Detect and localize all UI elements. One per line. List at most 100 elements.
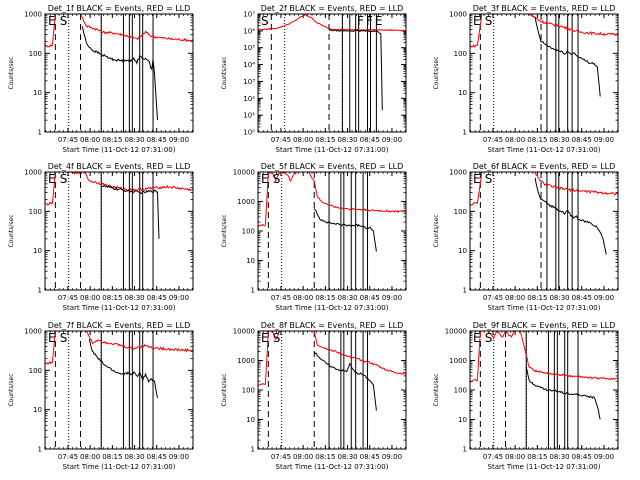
flag-letter: S — [273, 331, 281, 345]
detector-panel-5: Det_5f BLACK = Events, RED = LLD Counts/s… — [221, 162, 407, 312]
y-tick-label: 10⁴ — [243, 61, 255, 69]
detector-panel-1: Det_1f BLACK = Events, RED = LLD Counts/s… — [8, 4, 194, 154]
lld-series-line — [258, 14, 406, 32]
x-tick-label: 08:15 — [527, 294, 547, 302]
x-tick-label: 08:45 — [360, 453, 380, 461]
y-tick-label: 1 — [38, 129, 42, 137]
lld-series-line — [45, 172, 193, 206]
x-tick-label: 09:00 — [382, 294, 402, 302]
y-axis-label: Counts/sec — [433, 56, 440, 89]
x-tick-label: 07:45 — [58, 136, 78, 144]
y-axis-label: Counts/sec — [8, 373, 15, 406]
y-tick-label: 10000 — [445, 328, 467, 336]
panel-title: Det_5f BLACK = Events, RED = LLD — [261, 162, 404, 171]
flag-letter: S — [261, 14, 269, 28]
x-tick-label: 08:00 — [80, 136, 100, 144]
x-tick-label: 08:30 — [549, 136, 569, 144]
flag-letter: E — [473, 14, 481, 28]
events-series-line — [313, 352, 377, 411]
y-tick-label: 1 — [38, 446, 42, 454]
y-axis-label: Counts/sec — [433, 214, 440, 247]
x-tick-label: 08:00 — [293, 453, 313, 461]
events-series-line — [328, 29, 383, 111]
x-axis-label: Start Time (11-Oct-12 07:31:00) — [488, 304, 601, 312]
x-axis-label: Start Time (11-Oct-12 07:31:00) — [63, 463, 176, 471]
x-tick-label: 07:45 — [483, 453, 503, 461]
flag-letter: S — [60, 14, 68, 28]
y-tick-label: 100 — [29, 208, 42, 216]
y-tick-label: 10⁵ — [243, 44, 255, 52]
y-tick-label: 100 — [242, 387, 255, 395]
x-tick-label: 08:30 — [549, 294, 569, 302]
x-tick-label: 07:45 — [271, 136, 291, 144]
x-tick-label: 08:15 — [102, 136, 122, 144]
x-axis-label: Start Time (11-Oct-12 07:31:00) — [488, 146, 601, 154]
x-axis-label: Start Time (11-Oct-12 07:31:00) — [276, 146, 389, 154]
y-tick-label: 10 — [458, 416, 467, 424]
y-tick-label: 1 — [463, 446, 467, 454]
x-tick-label: 08:00 — [505, 136, 525, 144]
y-tick-label: 1000 — [449, 357, 467, 365]
lld-series-line — [258, 331, 406, 386]
detector-panel-4: Det_4f BLACK = Events, RED = LLD Counts/s… — [8, 162, 194, 312]
y-tick-label: 10 — [33, 406, 42, 414]
panel-title: Det_3f BLACK = Events, RED = LLD — [473, 4, 616, 13]
x-tick-label: 09:00 — [594, 136, 614, 144]
x-tick-label: 08:45 — [147, 136, 167, 144]
y-tick-label: 10 — [458, 89, 467, 97]
x-tick-label: 08:45 — [147, 294, 167, 302]
x-tick-label: 09:00 — [169, 136, 189, 144]
flag-letter: E — [375, 14, 383, 28]
panel-title: Det_4f BLACK = Events, RED = LLD — [48, 162, 191, 171]
y-tick-label: 10 — [458, 247, 467, 255]
flag-letter: S — [485, 172, 493, 186]
x-tick-label: 08:00 — [293, 136, 313, 144]
plot-frame — [257, 171, 407, 291]
y-tick-label: 10000 — [233, 169, 255, 177]
x-tick-label: 08:45 — [360, 136, 380, 144]
x-tick-label: 07:45 — [271, 294, 291, 302]
x-tick-label: 08:00 — [505, 453, 525, 461]
y-tick-label: 1000 — [449, 11, 467, 19]
events-series-line — [313, 208, 377, 252]
y-tick-label: 100 — [454, 208, 467, 216]
events-series-line — [100, 184, 160, 239]
x-tick-label: 08:45 — [572, 453, 592, 461]
y-tick-label: 10 — [33, 247, 42, 255]
x-tick-label: 08:15 — [527, 453, 547, 461]
y-tick-label: 100 — [454, 387, 467, 395]
y-tick-label: 1 — [38, 287, 42, 295]
y-axis-label: Counts/sec — [433, 373, 440, 406]
y-tick-label: 1 — [463, 129, 467, 137]
plot-frame — [469, 171, 619, 291]
y-tick-label: 1 — [463, 287, 467, 295]
y-axis-label: Counts/sec — [221, 373, 228, 406]
y-tick-label: 100 — [29, 367, 42, 375]
flag-letter: E — [48, 331, 56, 345]
events-series-line — [534, 177, 607, 255]
y-tick-label: 1000 — [449, 169, 467, 177]
y-tick-label: 10¹ — [243, 112, 255, 120]
x-tick-label: 09:00 — [594, 453, 614, 461]
x-tick-label: 08:00 — [505, 294, 525, 302]
flag-letter: S — [60, 172, 68, 186]
x-tick-label: 09:00 — [169, 294, 189, 302]
y-tick-label: 1000 — [24, 328, 42, 336]
plot-frame — [44, 13, 194, 133]
x-tick-label: 08:15 — [102, 453, 122, 461]
panel-title: Det_8f BLACK = Events, RED = LLD — [261, 321, 404, 330]
x-tick-label: 07:45 — [483, 294, 503, 302]
y-tick-label: 10⁶ — [243, 27, 255, 35]
y-tick-label: 100 — [454, 50, 467, 58]
detector-panel-3: Det_3f BLACK = Events, RED = LLD Counts/s… — [433, 4, 619, 154]
panel-title: Det_6f BLACK = Events, RED = LLD — [473, 162, 616, 171]
x-tick-label: 08:45 — [572, 294, 592, 302]
y-tick-label: 10 — [33, 89, 42, 97]
x-tick-label: 08:15 — [315, 136, 335, 144]
y-tick-label: 10000 — [233, 328, 255, 336]
events-series-line — [81, 25, 158, 121]
lld-series-line — [45, 331, 193, 365]
y-tick-label: 10 — [246, 416, 255, 424]
plot-frame — [44, 330, 194, 450]
